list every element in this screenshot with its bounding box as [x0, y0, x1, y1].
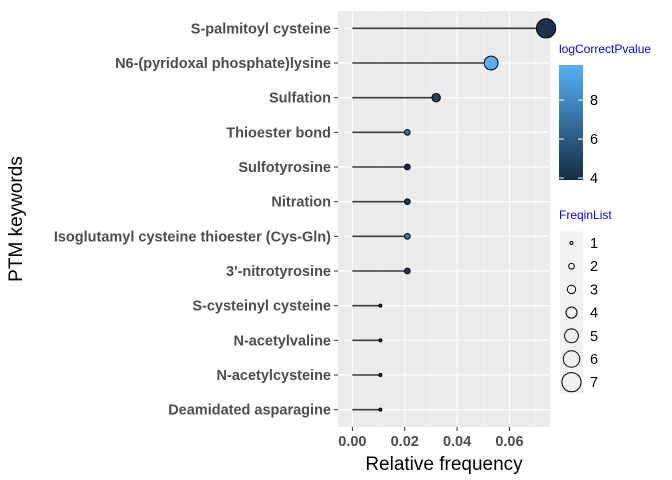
size-legend-label: 6 [590, 352, 598, 368]
size-legend-symbol [562, 350, 581, 368]
y-tick-label: Sulfation [269, 91, 331, 107]
size-legend-symbol [566, 284, 577, 295]
data-point [378, 373, 383, 377]
size-legend-label: 7 [590, 375, 598, 391]
data-point [535, 18, 557, 39]
y-tick-label: N6-(pyridoxal phosphate)lysine [115, 56, 331, 72]
y-tick-label: S-palmitoyl cysteine [191, 21, 331, 37]
x-tick-labels: 0.00 0.02 0.04 0.06 [338, 427, 524, 450]
y-tick-label: Nitration [271, 195, 331, 211]
y-tick-label: S-cysteinyl cysteine [192, 299, 331, 315]
y-axis-title: PTM keywords [6, 156, 27, 282]
size-legend-symbol [569, 241, 574, 245]
size-legend: 1 2 3 4 5 6 7 [560, 231, 598, 394]
size-legend-label: 3 [590, 282, 598, 298]
size-legend-label: 1 [590, 236, 598, 252]
y-tick-label: Sulfotyrosine [238, 160, 331, 176]
x-tick-label: 0.06 [495, 434, 523, 450]
size-legend-key [560, 231, 583, 255]
color-legend-label: 6 [590, 132, 598, 148]
data-point [404, 128, 411, 136]
color-legend-label: 4 [590, 171, 598, 187]
data-point [378, 338, 383, 343]
data-point [483, 55, 499, 71]
y-tick-label: N-acetylvaline [233, 333, 331, 349]
size-legend-label: 2 [590, 259, 598, 275]
y-tick-label: 3'-nitrotyrosine [226, 264, 331, 280]
size-legend-symbol [564, 328, 579, 344]
data-point [404, 198, 411, 206]
panel-background [338, 11, 550, 427]
lollipop-stems [352, 27, 547, 411]
size-legend-key [560, 324, 583, 348]
color-legend-ticks: 4 6 8 [559, 93, 598, 187]
size-legend-label: 4 [590, 306, 598, 322]
x-tick-label: 0.04 [443, 434, 471, 450]
size-legend-symbol [561, 372, 582, 393]
size-legend-key [560, 301, 583, 325]
y-tick-label: Thioester bond [226, 125, 331, 141]
color-legend-bar [559, 65, 583, 180]
size-legend-key [560, 254, 583, 278]
data-point [404, 267, 411, 275]
data-point [404, 232, 411, 240]
data-point [378, 407, 383, 412]
color-legend-label: 8 [590, 93, 598, 109]
x-tick-label: 0.00 [338, 434, 366, 450]
size-legend-symbol [565, 306, 578, 319]
grid-minor [378, 11, 536, 427]
y-tick-labels: S-palmitoyl cysteine N6-(pyridoxal phosph… [54, 21, 338, 419]
size-legend-title: FreqinList [559, 208, 612, 222]
lollipop-points [378, 18, 557, 412]
x-axis-title: Relative frequency [365, 454, 523, 475]
size-legend-symbol [568, 262, 575, 270]
color-legend-title: logCorrectPvalue [559, 42, 651, 56]
size-legend-key [560, 277, 583, 301]
data-point [404, 163, 411, 171]
data-point [431, 92, 441, 103]
y-tick-label: N-acetylcysteine [217, 368, 331, 384]
y-tick-label: Deamidated asparagine [168, 403, 331, 419]
y-tick-label: Isoglutamyl cysteine thioester (Cys-Gln) [54, 229, 331, 245]
size-legend-label: 5 [590, 329, 598, 345]
data-point [378, 303, 383, 308]
size-legend-key [560, 370, 583, 394]
x-tick-label: 0.02 [391, 434, 419, 450]
